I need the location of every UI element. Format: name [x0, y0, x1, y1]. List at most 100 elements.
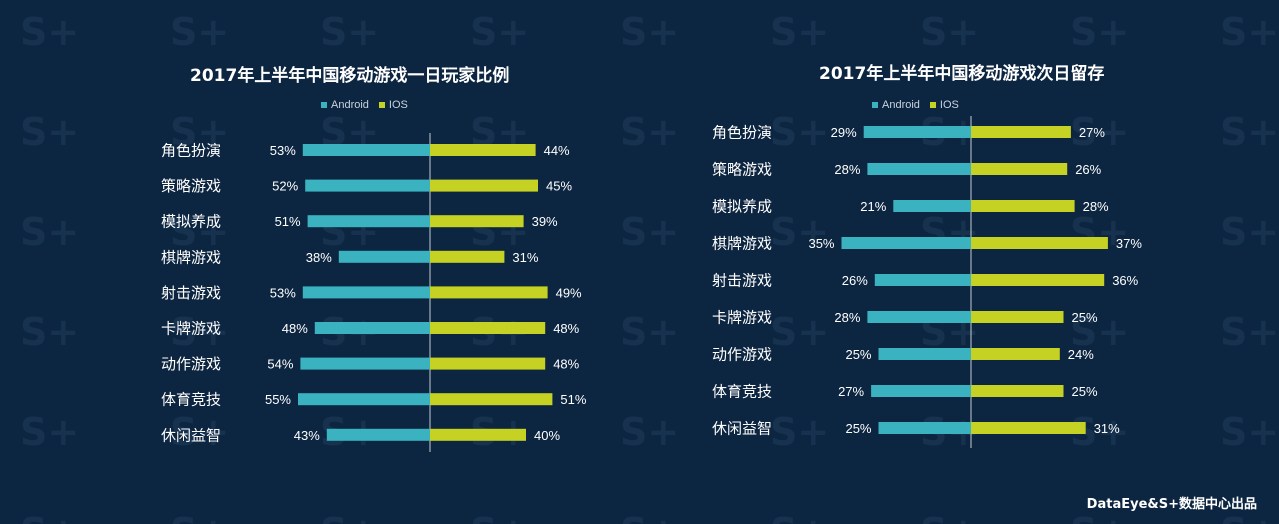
android-bar — [314, 322, 430, 334]
category-label: 策略游戏 — [161, 177, 221, 195]
ios-swatch — [929, 102, 936, 108]
ios-bar — [430, 179, 538, 192]
android-value-label: 26% — [842, 273, 868, 288]
ios-value-label: 44% — [544, 143, 570, 158]
android-value-label: 48% — [282, 321, 308, 336]
android-bar — [841, 237, 971, 249]
ios-bar — [971, 311, 1064, 323]
android-bar — [326, 428, 430, 441]
ios-swatch — [378, 102, 385, 108]
legend-ios-label: IOS — [939, 99, 959, 111]
ios-bar — [971, 385, 1064, 397]
footer-credit: DataEye&S+数据中心出品 — [1086, 497, 1257, 512]
category-label: 模拟养成 — [161, 213, 221, 231]
ios-value-label: 28% — [1083, 199, 1109, 214]
ios-value-label: 40% — [534, 428, 560, 443]
android-value-label: 28% — [834, 310, 860, 325]
ios-value-label: 37% — [1116, 236, 1142, 251]
ios-value-label: 31% — [1094, 421, 1120, 436]
android-bar — [305, 179, 430, 192]
category-label: 体育竞技 — [712, 383, 772, 401]
ios-value-label: 39% — [532, 214, 558, 229]
android-value-label: 53% — [270, 285, 296, 300]
android-bar — [863, 126, 971, 138]
android-value-label: 52% — [272, 179, 298, 194]
android-bar — [338, 250, 430, 263]
android-bar — [874, 274, 971, 286]
category-label: 射击游戏 — [712, 272, 772, 290]
ios-bar — [430, 286, 548, 299]
android-bar — [302, 286, 430, 299]
ios-value-label: 45% — [546, 179, 572, 194]
category-label: 模拟养成 — [712, 198, 772, 216]
legend-ios-label: IOS — [388, 99, 408, 111]
android-value-label: 55% — [265, 392, 291, 407]
legend-right: Android IOS — [872, 99, 969, 111]
android-value-label: 28% — [834, 162, 860, 177]
category-label: 角色扮演 — [161, 142, 221, 160]
ios-value-label: 48% — [553, 321, 579, 336]
android-swatch — [872, 102, 878, 108]
category-label: 动作游戏 — [712, 346, 772, 364]
ios-value-label: 51% — [560, 392, 586, 407]
ios-bar — [971, 200, 1075, 212]
android-value-label: 21% — [860, 199, 886, 214]
android-value-label: 51% — [275, 214, 301, 229]
android-value-label: 38% — [306, 250, 332, 265]
category-label: 卡牌游戏 — [712, 309, 772, 327]
android-value-label: 53% — [270, 143, 296, 158]
category-label: 体育竞技 — [161, 391, 221, 409]
chart-title-left: 2017年上半年中国移动游戏一日玩家比例 — [190, 66, 510, 86]
chart-title-right: 2017年上半年中国移动游戏次日留存 — [819, 64, 1105, 84]
ios-bar — [971, 163, 1068, 175]
category-label: 休闲益智 — [161, 426, 221, 444]
ios-bar — [430, 322, 546, 334]
android-bar — [300, 357, 430, 370]
ios-bar — [971, 422, 1086, 434]
ios-bar — [430, 357, 546, 370]
android-bar — [878, 422, 971, 434]
ios-bar — [971, 237, 1108, 249]
ios-bar — [430, 428, 526, 441]
android-value-label: 29% — [831, 125, 857, 140]
android-bar — [893, 200, 971, 212]
ios-bar — [971, 126, 1071, 138]
ios-value-label: 49% — [556, 285, 582, 300]
android-bar — [298, 393, 430, 406]
ios-bar — [971, 348, 1060, 360]
ios-value-label: 31% — [512, 250, 538, 265]
category-label: 休闲益智 — [712, 420, 772, 438]
legend-left: Android IOS — [321, 99, 418, 111]
legend-android-label: Android — [331, 99, 369, 111]
android-value-label: 54% — [267, 357, 293, 372]
ios-bar — [430, 215, 524, 228]
ios-bar — [430, 144, 536, 156]
android-bar — [871, 385, 971, 397]
android-value-label: 27% — [838, 384, 864, 399]
android-swatch — [321, 102, 327, 108]
ios-value-label: 25% — [1072, 310, 1098, 325]
category-label: 动作游戏 — [161, 355, 221, 373]
ios-bar — [430, 250, 505, 263]
android-value-label: 25% — [845, 421, 871, 436]
ios-value-label: 27% — [1079, 125, 1105, 140]
android-bar — [867, 163, 971, 175]
category-label: 策略游戏 — [712, 161, 772, 179]
android-value-label: 43% — [294, 428, 320, 443]
ios-bar — [430, 393, 553, 406]
ios-value-label: 25% — [1072, 384, 1098, 399]
android-bar — [867, 311, 971, 323]
ios-bar — [971, 274, 1105, 286]
android-bar — [302, 144, 430, 156]
ios-value-label: 48% — [553, 357, 579, 372]
android-bar — [307, 215, 430, 228]
android-bar — [878, 348, 971, 360]
ios-value-label: 26% — [1075, 162, 1101, 177]
category-label: 棋牌游戏 — [712, 235, 772, 253]
category-label: 角色扮演 — [712, 124, 772, 142]
category-label: 卡牌游戏 — [161, 320, 221, 338]
android-value-label: 35% — [808, 236, 834, 251]
ios-value-label: 24% — [1068, 347, 1094, 362]
